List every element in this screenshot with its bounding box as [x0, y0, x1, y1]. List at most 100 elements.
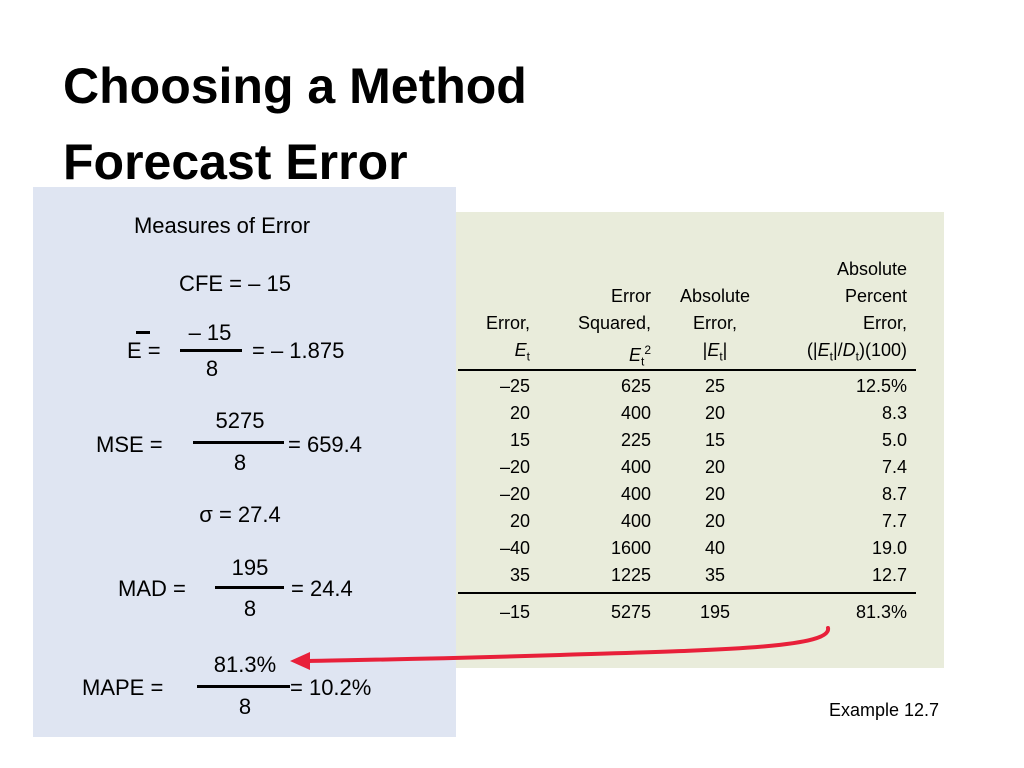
header-line: (|Et|/Dt)(100): [760, 337, 907, 371]
ebar-den: 8: [205, 356, 219, 381]
header-text: D: [842, 340, 856, 360]
header-text: Percent: [844, 286, 907, 306]
cfe: CFE = – 15: [179, 271, 291, 296]
arrow: [304, 626, 830, 663]
mse-den: 8: [233, 450, 247, 475]
mad-rhs: = 24.4: [291, 576, 353, 601]
table-cell: 20: [704, 484, 726, 504]
table-cell: 400: [620, 484, 651, 504]
header-text: Absolute: [836, 259, 907, 279]
header-text: Absolute: [679, 286, 751, 306]
mape-den: 8: [238, 694, 252, 719]
header-text: E: [514, 340, 527, 360]
table-cell: 20: [704, 403, 726, 423]
table-cell: 40: [704, 538, 726, 558]
total-rule: [458, 592, 916, 594]
header-line: Error,: [655, 310, 775, 337]
overbar: [136, 331, 150, 334]
header-line: Percent: [760, 283, 907, 310]
table-cell: 5.0: [881, 430, 907, 450]
header-text: |: [702, 340, 708, 360]
sigma: σ = 27.4: [199, 502, 281, 527]
mad-lhs: MAD =: [118, 576, 186, 601]
mad-den: 8: [243, 596, 257, 621]
mse-lhs: MSE =: [96, 432, 163, 457]
total-cell: 5275: [610, 602, 651, 622]
header-text: t: [719, 349, 723, 364]
header-text: 2: [644, 343, 651, 357]
mad-num: 195: [231, 555, 269, 580]
table-cell: 225: [620, 430, 651, 450]
header-text: E: [817, 340, 830, 360]
header-text: Error,: [692, 313, 737, 333]
header-line: Absolute: [760, 256, 907, 283]
header-text: E: [707, 340, 720, 360]
table-cell: 400: [620, 457, 651, 477]
column-header: Absolute Error, |Et|: [655, 283, 775, 371]
header-text: (|: [806, 340, 818, 360]
header-line: Squared,: [530, 310, 651, 337]
mape-rhs: = 10.2%: [290, 675, 372, 700]
table-cell: 20: [509, 511, 530, 531]
table-cell: –20: [499, 484, 530, 504]
table-cell: 12.5%: [855, 376, 907, 396]
table-cell: 20: [704, 457, 726, 477]
header-text: t: [829, 349, 833, 364]
header-text: Error,: [485, 313, 530, 333]
column-header: Absolute Percent Error, (|Et|/Dt)(100): [760, 256, 907, 371]
mse-rhs: = 659.4: [288, 432, 363, 457]
header-line: Et2: [530, 337, 651, 376]
mape-lhs: MAPE =: [82, 675, 164, 700]
table-cell: 7.7: [881, 511, 907, 531]
header-text: )(100): [858, 340, 907, 360]
fraction-bar: [197, 685, 290, 688]
table-cell: 35: [704, 565, 726, 585]
column-header: Error Squared, Et2: [530, 283, 651, 376]
table-cell: 20: [509, 403, 530, 423]
ebar-rhs: = – 1.875: [252, 338, 345, 363]
total-cell: –15: [499, 602, 530, 622]
header-line: Et: [440, 337, 530, 371]
panel-heading: Measures of Error: [133, 213, 311, 238]
ebar-num: – 15: [188, 320, 232, 345]
table-cell: 400: [620, 403, 651, 423]
ebar-lhs: E =: [127, 338, 161, 363]
table-cell: 12.7: [871, 565, 907, 585]
table-cell: –40: [499, 538, 530, 558]
header-rule: [458, 369, 916, 371]
table-cell: 25: [704, 376, 726, 396]
measures-panel: [33, 187, 456, 737]
header-text: |/: [832, 340, 843, 360]
fraction-bar: [215, 586, 284, 589]
table-cell: 8.7: [881, 484, 907, 504]
title-line: Choosing a Method: [63, 58, 527, 114]
column-header: Error, Et: [440, 310, 530, 371]
header-text: t: [526, 349, 530, 364]
total-cell: 195: [699, 602, 731, 622]
table-cell: –20: [499, 457, 530, 477]
table-cell: 625: [620, 376, 651, 396]
table-cell: 19.0: [871, 538, 907, 558]
table-cell: –25: [499, 376, 530, 396]
header-line: Absolute: [655, 283, 775, 310]
header-text: Squared,: [577, 313, 651, 333]
header-text: Error,: [862, 313, 907, 333]
table-cell: 15: [704, 430, 726, 450]
table-cell: 1600: [610, 538, 651, 558]
header-line: |Et|: [655, 337, 775, 371]
header-line: Error: [530, 283, 651, 310]
title-line: Forecast Error: [63, 134, 408, 190]
table-cell: 1225: [610, 565, 651, 585]
mape-num: 81.3%: [213, 652, 277, 677]
table-cell: 15: [509, 430, 530, 450]
fraction-bar: [180, 349, 242, 352]
table-cell: 8.3: [881, 403, 907, 423]
header-text: Error: [611, 286, 651, 306]
table-cell: 400: [620, 511, 651, 531]
arrow-head: [290, 652, 310, 670]
header-text: t: [640, 354, 645, 369]
fraction-bar: [193, 441, 284, 444]
header-text: t: [855, 349, 859, 364]
